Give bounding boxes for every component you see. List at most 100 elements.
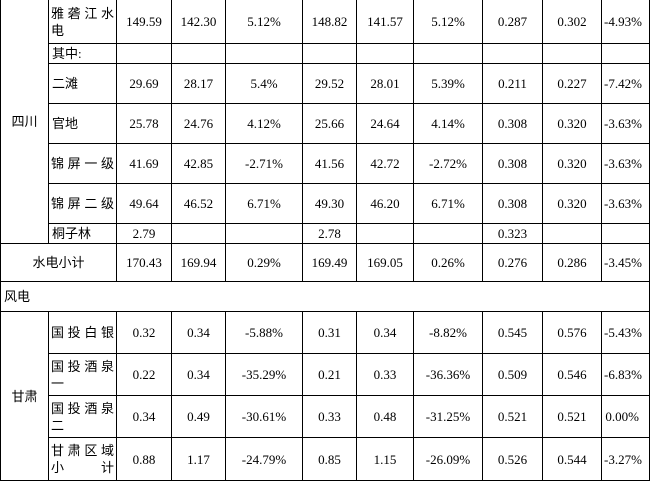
table-row: 锦 屏 一 级 41.69 42.85 -2.71% 41.56 42.72 -…: [1, 143, 650, 184]
table-row: 国 投 酒 泉一 0.22 0.34 -35.29% 0.21 0.33 -36…: [1, 353, 650, 396]
province-cell-gansu: 甘肃: [0, 311, 49, 481]
value-cell: 41.56: [302, 143, 357, 184]
value-cell: 5.39%: [413, 63, 483, 104]
value-cell: -31.25%: [413, 395, 483, 438]
plant-name: 锦 屏 二 级: [48, 183, 117, 224]
value-cell: -6.83%: [601, 353, 650, 396]
value-cell: 0.308: [482, 183, 543, 224]
plant-name: 二滩: [48, 63, 117, 104]
value-cell: 28.01: [356, 63, 414, 104]
value-cell: 0.227: [542, 63, 602, 104]
value-cell: 169.05: [356, 243, 414, 282]
value-cell: 169.94: [171, 243, 226, 282]
value-cell: 0.286: [542, 243, 602, 282]
value-cell: -24.79%: [225, 437, 303, 481]
value-cell: 0.00%: [601, 395, 650, 438]
value-cell: 0.29%: [225, 243, 303, 282]
table-row: 锦 屏 二 级 49.64 46.52 6.71% 49.30 46.20 6.…: [1, 183, 650, 224]
plant-name: 雅 砻 江 水电: [48, 0, 117, 44]
value-cell: -7.42%: [601, 63, 650, 104]
value-cell: 0.545: [482, 311, 543, 354]
value-cell: 42.85: [171, 143, 226, 184]
value-cell: 4.12%: [225, 103, 303, 144]
value-cell: 0.49: [171, 395, 226, 438]
value-cell: 24.64: [356, 103, 414, 144]
value-cell: 6.71%: [225, 183, 303, 224]
value-cell: 49.30: [302, 183, 357, 224]
value-cell: 0.302: [542, 0, 602, 44]
value-cell: 5.12%: [413, 0, 483, 44]
value-cell: 141.57: [356, 0, 414, 44]
value-cell: 0.48: [356, 395, 414, 438]
value-cell: 25.78: [116, 103, 172, 144]
value-cell: 0.31: [302, 311, 357, 354]
plant-name: 国 投 酒 泉二: [48, 395, 117, 438]
value-cell: -3.63%: [601, 103, 650, 144]
section-header-row: 风电: [0, 281, 650, 312]
table-row: 国 投 酒 泉二 0.34 0.49 -30.61% 0.33 0.48 -31…: [1, 395, 650, 438]
value-cell: 0.308: [482, 143, 543, 184]
value-cell: -2.72%: [413, 143, 483, 184]
value-cell: 0.509: [482, 353, 543, 396]
value-cell: 142.30: [171, 0, 226, 44]
table-row: 其中:: [1, 43, 650, 64]
table-row: 四川 雅 砻 江 水电 149.59 142.30 5.12% 148.82 1…: [0, 0, 650, 244]
value-cell: -8.82%: [413, 311, 483, 354]
value-cell: 0.85: [302, 437, 357, 481]
value-cell: 0.526: [482, 437, 543, 481]
value-cell: 0.521: [482, 395, 543, 438]
value-cell: 0.26%: [413, 243, 483, 282]
value-cell: 0.211: [482, 63, 543, 104]
value-cell: -3.45%: [601, 243, 650, 282]
value-cell: -3.63%: [601, 143, 650, 184]
value-cell: 6.71%: [413, 183, 483, 224]
value-cell: -26.09%: [413, 437, 483, 481]
value-cell: -3.63%: [601, 183, 650, 224]
plant-name: 甘 肃 区 域小计: [48, 437, 117, 481]
province-cell-sichuan: 四川: [0, 0, 49, 244]
value-cell: -30.61%: [225, 395, 303, 438]
value-cell: 0.546: [542, 353, 602, 396]
plant-name: 锦 屏 一 级: [48, 143, 117, 184]
plant-name: 官地: [48, 103, 117, 144]
value-cell: 25.66: [302, 103, 357, 144]
plant-name: 国 投 白 银: [48, 311, 117, 354]
value-cell: [413, 223, 483, 244]
value-cell: 170.43: [116, 243, 172, 282]
value-cell: 0.32: [116, 311, 172, 354]
table-row: 桐子林 2.79 2.78 0.323: [1, 223, 650, 244]
value-cell: 0.33: [302, 395, 357, 438]
value-cell: 24.76: [171, 103, 226, 144]
value-cell: 0.544: [542, 437, 602, 481]
value-cell: 0.21: [302, 353, 357, 396]
value-cell: 0.576: [542, 311, 602, 354]
value-cell: 148.82: [302, 0, 357, 44]
value-cell: 49.64: [116, 183, 172, 224]
table-row: 官地 25.78 24.76 4.12% 25.66 24.64 4.14% 0…: [1, 103, 650, 144]
value-cell: -5.43%: [601, 311, 650, 354]
value-cell: 2.78: [302, 223, 357, 244]
value-cell: 0.320: [542, 103, 602, 144]
value-cell: 5.4%: [225, 63, 303, 104]
value-cell: [601, 223, 650, 244]
value-cell: 5.12%: [225, 0, 303, 44]
value-cell: 0.287: [482, 0, 543, 44]
value-cell: 169.49: [302, 243, 357, 282]
value-cell: 0.276: [482, 243, 543, 282]
value-cell: 28.17: [171, 63, 226, 104]
value-cell: 0.33: [356, 353, 414, 396]
value-cell: [356, 223, 414, 244]
value-cell: [542, 223, 602, 244]
table-row: 甘肃 国 投 白 银 0.32 0.34 -5.88% 0.31 0.34 -8…: [0, 311, 650, 481]
plant-name: 国 投 酒 泉一: [48, 353, 117, 396]
value-cell: 0.320: [542, 143, 602, 184]
plant-name: 桐子林: [48, 223, 117, 244]
value-cell: 29.52: [302, 63, 357, 104]
section-note: 其中:: [48, 43, 117, 64]
value-cell: -36.36%: [413, 353, 483, 396]
value-cell: 0.34: [171, 353, 226, 396]
value-cell: 29.69: [116, 63, 172, 104]
value-cell: -2.71%: [225, 143, 303, 184]
section-title-wind: 风电: [0, 281, 650, 312]
value-cell: 0.34: [116, 395, 172, 438]
